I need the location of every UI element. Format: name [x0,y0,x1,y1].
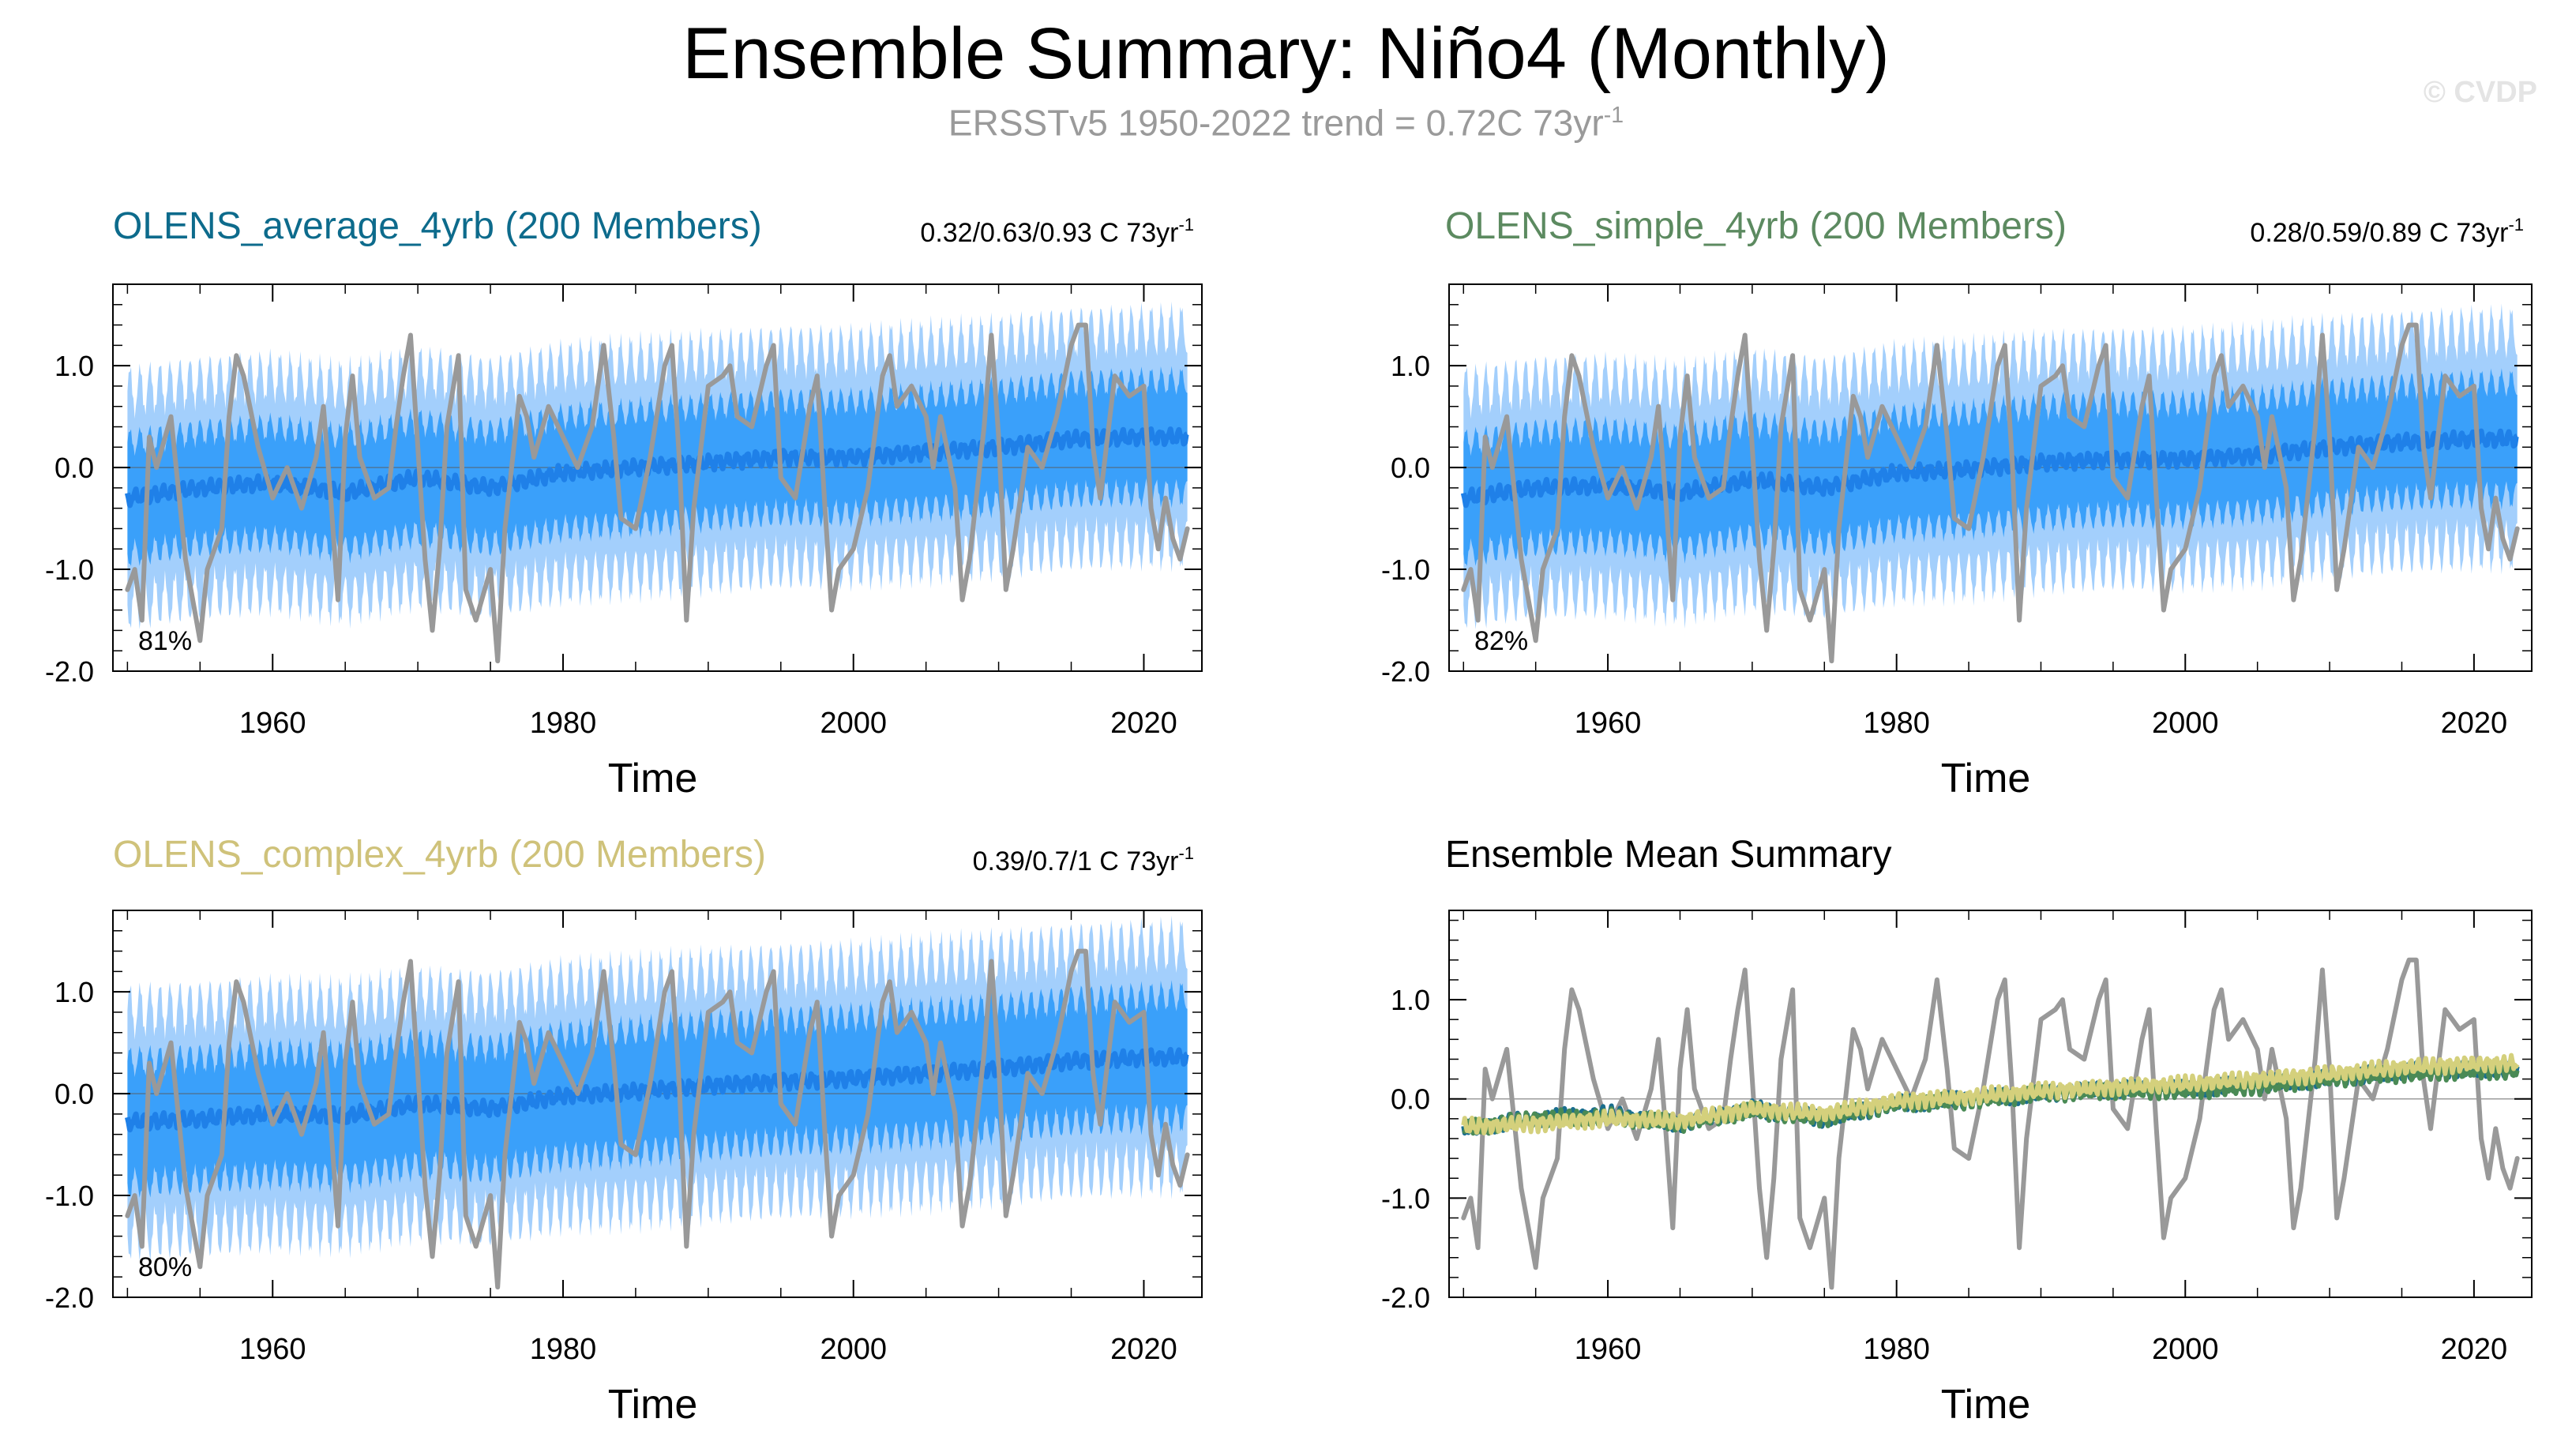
x-axis-label: Time [1941,756,2031,801]
ensemble-mean-line [124,426,1189,508]
panel-simple: OLENS_simple_4yrb (200 Members) 0.28/0.59… [1381,205,2533,801]
summary-line-OLENS_complex_4yrb [1461,1053,2520,1135]
y-tick-label: -1.0 [1381,554,1430,586]
x-tick-label: 1960 [1575,1333,1642,1366]
panel-complex: OLENS_complex_4yrb (200 Members) 0.39/0.7… [45,834,1203,1428]
plot-area [113,301,1202,664]
percent-within-range-label: 82% [1474,626,1528,656]
trend-exponent: -1 [1178,843,1194,863]
y-axis: -2.0 -1.0 0.0 1.0 [45,910,1202,1314]
subtitle-exponent: -1 [1603,103,1624,128]
panel-title: OLENS_average_4yrb (200 Members) [113,205,762,247]
x-tick-label: 2000 [2152,1333,2219,1366]
figure-subtitle: ERSSTv5 1950-2022 trend = 0.72C 73yr-1 [0,104,2572,141]
trend-text: 0.28/0.59/0.89 C 73yr [2250,218,2508,248]
x-tick-label: 1980 [1863,1333,1930,1366]
trend-text: 0.32/0.63/0.93 C 73yr [920,218,1178,248]
trend-exponent: -1 [2508,215,2524,235]
plot-frame [1448,910,2533,1298]
y-tick-label: 0.0 [1391,452,1430,484]
x-tick-label: 1960 [1575,707,1642,740]
x-tick-label: 2020 [2441,707,2508,740]
panel-title: OLENS_simple_4yrb (200 Members) [1445,205,2067,247]
y-tick-label: -1.0 [1381,1182,1430,1214]
plot-area [113,915,1202,1290]
panel-trend-label: 0.39/0.7/1 C 73yr-1 [973,843,1194,876]
y-tick-label: 1.0 [1391,350,1430,382]
plot-frame [1448,283,2533,672]
x-tick-label: 1980 [1863,707,1930,740]
y-tick-label: -2.0 [45,1282,94,1314]
x-axis: 1960 1980 2000 2020 Time [126,284,1177,801]
y-axis: -2.0 -1.0 0.0 1.0 [1381,283,2532,688]
plot-frame [112,283,1203,672]
x-tick-label: 2000 [820,707,887,740]
subtitle-text: ERSSTv5 1950-2022 trend = 0.72C 73yr [948,102,1604,144]
plot-area [1449,303,2532,664]
panel-title: OLENS_complex_4yrb (200 Members) [113,834,766,876]
y-tick-label: -1.0 [45,554,94,586]
x-tick-label: 1980 [530,707,597,740]
trend-text: 0.39/0.7/1 C 73yr [973,846,1179,876]
x-tick-label: 2020 [1110,707,1177,740]
x-axis: 1960 1980 2000 2020 Time [1462,910,2508,1428]
x-tick-label: 1960 [239,1333,306,1366]
y-tick-label: -1.0 [45,1180,94,1212]
x-tick-label: 2020 [1110,1333,1177,1366]
x-axis: 1960 1980 2000 2020 Time [126,910,1177,1428]
panel-title: Ensemble Mean Summary [1445,834,1892,876]
y-tick-label: -2.0 [1381,655,1430,688]
cvdp-watermark: © CVDP [2423,76,2537,109]
percent-within-range-label: 81% [138,626,192,656]
plot-frame [112,910,1203,1298]
plot-area [1449,957,2532,1290]
x-tick-label: 2000 [2152,707,2219,740]
y-tick-label: 1.0 [54,976,94,1008]
y-tick-label: -2.0 [1381,1282,1430,1314]
observation-line [125,322,1190,664]
y-tick-label: -2.0 [45,655,94,688]
observation-line [1461,322,2520,664]
observation-line [125,948,1190,1290]
x-tick-label: 2020 [2441,1333,2508,1366]
panel-trend-label: 0.28/0.59/0.89 C 73yr-1 [2250,215,2524,248]
y-tick-label: 1.0 [1391,984,1430,1016]
y-tick-label: 0.0 [54,1078,94,1110]
x-axis-label: Time [608,756,698,801]
y-tick-label: 0.0 [1391,1083,1430,1116]
observation-line [1461,957,2520,1290]
y-tick-label: 1.0 [54,350,94,382]
x-tick-label: 1980 [530,1333,597,1366]
panel-trend-label: 0.32/0.63/0.93 C 73yr-1 [920,215,1194,248]
x-axis: 1960 1980 2000 2020 Time [1462,284,2508,801]
x-tick-label: 2000 [820,1333,887,1366]
panel-average: OLENS_average_4yrb (200 Members) 0.32/0.6… [45,205,1203,801]
ensemble-mean-line [1460,428,2519,508]
percent-within-range-label: 80% [138,1252,192,1282]
y-tick-label: 0.0 [54,452,94,484]
x-axis-label: Time [608,1382,698,1428]
trend-exponent: -1 [1178,215,1194,235]
x-tick-label: 1960 [239,707,306,740]
x-axis-label: Time [1941,1382,2031,1428]
figure-title: Ensemble Summary: Niño4 (Monthly) [682,13,1890,94]
ensemble-mean-line [124,1046,1189,1133]
